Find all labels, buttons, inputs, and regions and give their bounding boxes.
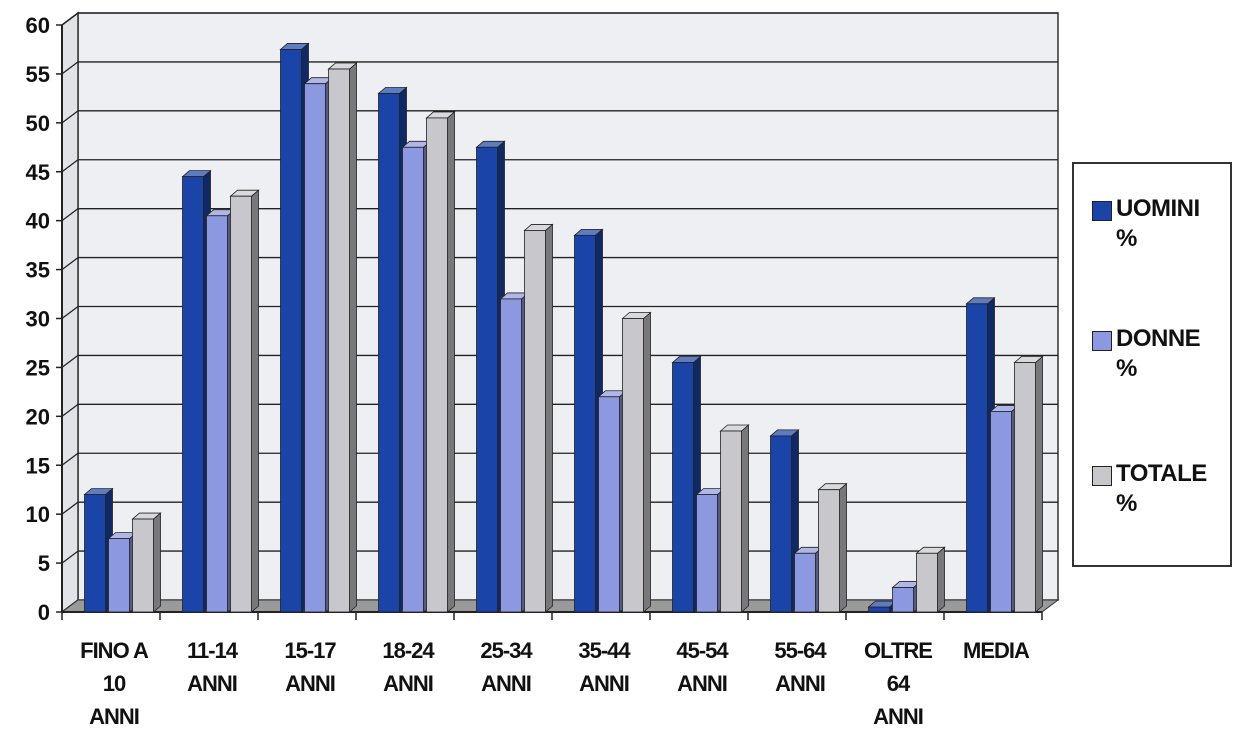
y-tick-label: 10	[26, 502, 50, 527]
bar-side	[251, 189, 259, 613]
bar	[818, 489, 840, 613]
legend-label-uomini: UOMINI %	[1116, 195, 1200, 252]
bar	[206, 215, 228, 613]
x-tick-label: OLTRE 64 ANNI	[864, 638, 932, 729]
x-tick-label: 35-44 ANNI	[578, 638, 631, 696]
bar-side	[937, 546, 945, 613]
gridline-side	[61, 550, 79, 564]
legend-label-totale: TOTALE %	[1116, 460, 1207, 517]
legend-item-donne: DONNE %	[1092, 324, 1201, 384]
bar	[720, 430, 742, 613]
bar	[868, 606, 890, 613]
legend-swatch-totale	[1092, 466, 1112, 486]
bar-side	[741, 424, 749, 613]
bar	[426, 117, 448, 613]
bar	[1014, 362, 1036, 613]
y-tick-label: 5	[38, 551, 50, 576]
bar	[304, 83, 326, 613]
x-tick-label: 18-24 ANNI	[382, 638, 435, 696]
x-tick-label: 15-17 ANNI	[284, 638, 336, 696]
gridline-side	[61, 354, 79, 368]
bar	[574, 234, 596, 613]
legend-swatch-uomini	[1092, 201, 1112, 221]
gridline-side	[61, 159, 79, 173]
gridline-side	[61, 452, 79, 466]
bar	[794, 552, 816, 613]
y-tick-label: 60	[26, 13, 50, 38]
x-tick-label: MEDIA	[963, 638, 1030, 663]
bar-side	[839, 482, 847, 613]
bar	[132, 518, 154, 613]
y-tick-label: 50	[26, 111, 50, 136]
bar	[598, 396, 620, 613]
bar	[524, 230, 546, 613]
legend-item-totale: TOTALE %	[1092, 459, 1207, 519]
legend: UOMINI % DONNE % TOTALE %	[1072, 162, 1232, 567]
y-tick-label: 0	[38, 600, 50, 625]
y-tick-label: 40	[26, 209, 50, 234]
x-tick-label: 11-14 ANNI	[187, 638, 239, 696]
bar	[280, 49, 302, 613]
bar	[108, 538, 130, 613]
bar	[402, 146, 424, 613]
gridline-side	[61, 501, 79, 515]
bar	[990, 411, 1012, 613]
bar-side	[643, 311, 651, 613]
bar	[84, 494, 106, 613]
bar-side	[1035, 355, 1043, 613]
y-tick-label: 15	[26, 453, 50, 478]
legend-swatch-donne	[1092, 331, 1112, 351]
gridline-side	[61, 257, 79, 271]
bar	[500, 298, 522, 613]
gridline-side	[61, 305, 79, 320]
gridline-side	[61, 403, 79, 417]
bar	[230, 195, 252, 613]
bar	[182, 176, 204, 613]
bar	[770, 435, 792, 613]
bar	[622, 318, 644, 613]
x-tick-label: 55-64 ANNI	[774, 638, 827, 696]
bar	[966, 303, 988, 613]
bar	[476, 146, 498, 613]
x-tick-label: 45-54 ANNI	[676, 638, 729, 696]
x-tick-label: 25-34 ANNI	[480, 638, 533, 696]
bar	[696, 494, 718, 613]
gridline-side	[61, 61, 79, 75]
legend-label-donne: DONNE %	[1116, 325, 1201, 382]
y-tick-label: 30	[26, 307, 50, 332]
y-tick-label: 55	[26, 62, 50, 87]
bar	[916, 552, 938, 613]
gridline-side	[61, 208, 79, 222]
bar	[672, 362, 694, 613]
y-tick-label: 35	[26, 258, 50, 283]
bar-side	[349, 62, 357, 613]
bar-side	[545, 223, 553, 613]
bar-side	[153, 512, 161, 613]
y-tick-label: 20	[26, 404, 50, 429]
x-tick-label: FINO A 10 ANNI	[80, 638, 149, 729]
gridline-side	[61, 12, 79, 26]
bar	[378, 93, 400, 613]
gridline-side	[61, 110, 79, 124]
bar-side	[447, 111, 455, 613]
bar	[328, 68, 350, 613]
bar	[892, 587, 914, 613]
legend-item-uomini: UOMINI %	[1092, 194, 1200, 254]
y-tick-label: 45	[26, 160, 50, 185]
y-tick-label: 25	[26, 355, 50, 380]
